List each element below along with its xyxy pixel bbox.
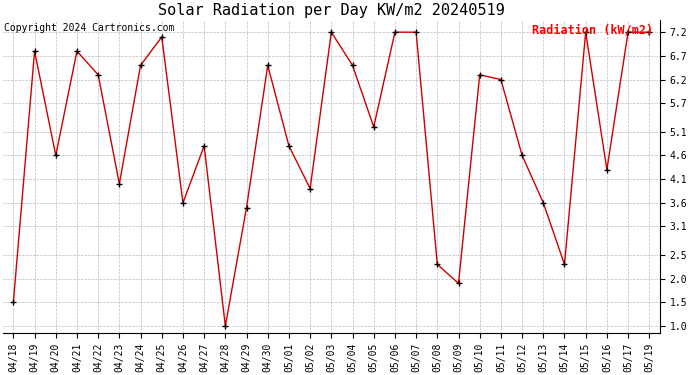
Text: Copyright 2024 Cartronics.com: Copyright 2024 Cartronics.com — [4, 24, 175, 33]
Title: Solar Radiation per Day KW/m2 20240519: Solar Radiation per Day KW/m2 20240519 — [158, 3, 504, 18]
Text: Radiation (kW/m2): Radiation (kW/m2) — [532, 24, 653, 36]
